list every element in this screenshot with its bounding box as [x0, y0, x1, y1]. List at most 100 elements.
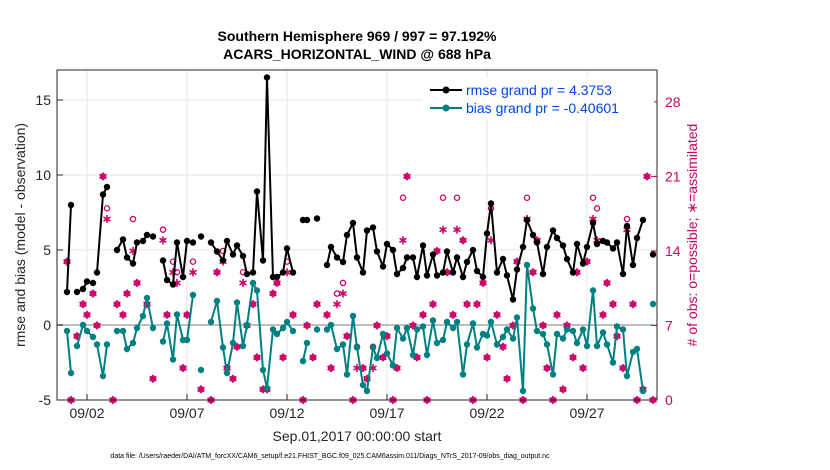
rmse-point	[529, 231, 537, 239]
y-axis-label: rmse and bias (model - observation)	[12, 123, 28, 347]
asterisk-stroke	[539, 322, 547, 329]
rmse-point	[283, 245, 291, 252]
rmse-point	[353, 254, 361, 261]
asterisk-stroke	[499, 344, 507, 350]
bias-point	[563, 326, 571, 333]
asterisk-stroke	[479, 280, 487, 286]
rmse-point	[533, 239, 541, 246]
bias-point	[197, 366, 205, 374]
obs-assimilated-marker	[339, 289, 347, 298]
bias-point	[83, 327, 91, 335]
rmse-point	[223, 237, 231, 245]
asterisk-stroke	[429, 301, 437, 307]
rmse-point	[73, 288, 81, 296]
asterisk-stroke	[327, 365, 335, 371]
obs-assimilated-marker	[119, 310, 127, 319]
obs-assimilated-marker	[553, 310, 561, 319]
rmse-point	[443, 248, 451, 255]
legend-box	[422, 78, 654, 118]
obs-assimilated-marker	[499, 342, 507, 351]
bias-point	[159, 338, 167, 345]
rmse-point	[169, 281, 177, 288]
asterisk-stroke	[463, 301, 471, 307]
x-tick-label: 09/17	[369, 405, 404, 421]
bias-point	[429, 317, 437, 324]
bias-point	[593, 342, 601, 350]
bias-point	[529, 305, 537, 312]
rmse-point	[419, 242, 427, 249]
rmse-point	[343, 231, 351, 239]
asterisk-stroke	[229, 376, 237, 382]
obs-assimilated-marker	[333, 300, 341, 309]
rmse-point	[113, 246, 121, 254]
obs-possible-marker	[189, 258, 197, 265]
rmse-point	[413, 273, 421, 281]
asterisk-stroke	[579, 365, 587, 371]
bias-point	[483, 332, 491, 339]
asterisk-stroke	[599, 312, 607, 318]
obs-assimilated-marker	[83, 310, 91, 319]
bias-point	[169, 356, 177, 363]
x-axis-label: Sep.01,2017 00:00:00 start	[273, 428, 442, 444]
obs-assimilated-marker	[213, 268, 221, 277]
obs-assimilated-marker	[543, 364, 551, 373]
bias-point	[409, 351, 417, 359]
bias-point	[559, 335, 567, 342]
asterisk-stroke	[169, 269, 177, 275]
rmse-point	[197, 233, 205, 240]
data-file-footnote: data file: /Users/raeder/DAI/ATM_forcXX/…	[110, 453, 550, 460]
rmse-point	[499, 255, 507, 263]
bias-point	[599, 329, 607, 336]
rmse-point	[543, 243, 551, 251]
bias-point	[327, 321, 335, 329]
rmse-point	[513, 266, 521, 273]
y-right-tick-label: 28	[665, 94, 681, 110]
bias-point	[549, 371, 557, 378]
obs-possible-marker	[623, 215, 631, 223]
bias-point	[213, 297, 221, 305]
rmse-line-segment	[66, 204, 72, 293]
rmse-point	[207, 239, 215, 246]
bias-point	[449, 324, 457, 332]
bias-point	[229, 339, 237, 347]
obs-assimilated-marker	[599, 310, 607, 319]
obs-assimilated-marker	[559, 385, 567, 394]
bias-point	[243, 321, 251, 329]
bias-point	[487, 318, 495, 326]
obs-assimilated-marker	[399, 236, 407, 245]
bias-point	[533, 327, 541, 335]
rmse-point	[233, 242, 241, 249]
rmse-point	[409, 254, 417, 261]
bias-point	[473, 344, 481, 351]
obs-assimilated-marker	[269, 289, 277, 298]
rmse-point	[373, 248, 381, 255]
asterisk-stroke	[473, 301, 481, 307]
obs-assimilated-marker	[449, 310, 457, 319]
bias-point	[613, 323, 621, 330]
bias-point	[67, 369, 75, 377]
bias-point	[63, 327, 71, 335]
rmse-point	[327, 243, 335, 251]
obs-possible-marker	[333, 290, 341, 297]
x-axis-ticks: 09/02 09/07 09/12 09/17 09/22 09/27	[69, 394, 605, 421]
bias-point	[323, 326, 331, 333]
chart-title-line2: ACARS_HORIZONTAL_WIND @ 688 hPa	[223, 46, 491, 62]
x-tick-label: 09/07	[169, 405, 204, 421]
asterisk-stroke	[79, 301, 87, 307]
obs-count-markers	[63, 172, 657, 404]
rmse-point	[559, 242, 567, 249]
bias-point	[523, 261, 531, 269]
asterisk-stroke	[93, 322, 101, 329]
rmse-point	[609, 245, 617, 252]
asterisk-stroke	[309, 354, 317, 361]
obs-assimilated-marker	[643, 172, 651, 181]
asterisk-stroke	[553, 312, 561, 318]
bias-point	[113, 327, 121, 335]
asterisk-stroke	[543, 365, 551, 371]
chart-title-line1: Southern Hemisphere 969 / 997 = 97.192%	[218, 28, 498, 44]
asterisk-stroke	[197, 386, 205, 393]
obs-assimilated-marker	[429, 300, 437, 309]
obs-assimilated-marker	[303, 321, 311, 330]
bias-point	[259, 366, 267, 374]
rmse-point	[263, 74, 271, 81]
